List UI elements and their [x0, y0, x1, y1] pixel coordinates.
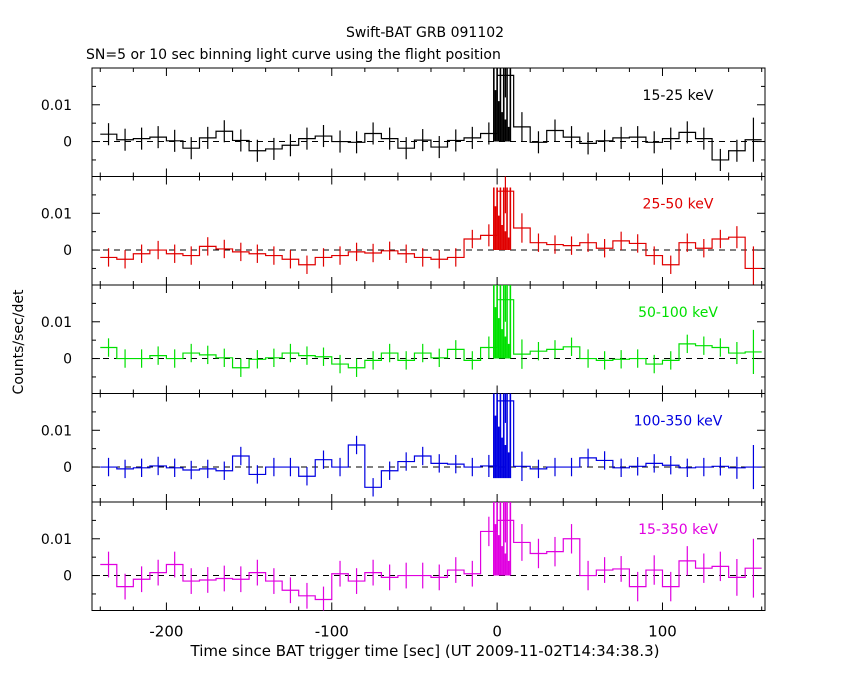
- panel-100-350-kev: 0 0.01 100-350 keV: [41, 393, 766, 503]
- burst-spike: [493, 187, 512, 251]
- series-step-line: [100, 74, 762, 161]
- burst-spike: [493, 393, 512, 479]
- y-tick-label: 0.01: [41, 98, 72, 114]
- panel-label: 50-100 keV: [638, 305, 718, 321]
- panel-25-50-kev: 0 0.01 25-50 keV: [41, 176, 766, 286]
- panel-label: 25-50 keV: [643, 197, 714, 213]
- series-step-line: [100, 400, 762, 488]
- x-tick-label: 0: [492, 623, 502, 641]
- y-tick-label: 0: [63, 569, 72, 585]
- data-group: [100, 68, 762, 171]
- x-tick-label: -200: [149, 623, 183, 641]
- x-tick-label: 100: [648, 623, 677, 641]
- x-tick-label: -100: [315, 623, 349, 641]
- chart-subtitle: SN=5 or 10 sec binning light curve using…: [86, 47, 501, 63]
- panel-label: 100-350 keV: [634, 414, 723, 430]
- data-group: [100, 502, 762, 611]
- panel-frame: [91, 501, 766, 611]
- panel-15-25-kev: 0 0.01 15-25 keV: [41, 67, 766, 177]
- burst-spike: [493, 502, 512, 576]
- panels-group: 0 0.01 15-25 keV 0 0.01 25-50 keV 0 0.01 50-100 …: [41, 67, 766, 641]
- y-tick-label: 0: [63, 135, 72, 151]
- panel-frame: [91, 176, 766, 286]
- series-step-line: [100, 519, 762, 601]
- y-tick-label: 0.01: [41, 423, 72, 439]
- chart-title: Swift-BAT GRB 091102: [346, 25, 504, 41]
- y-tick-label: 0: [63, 460, 72, 476]
- data-group: [100, 176, 762, 285]
- panel-frame: [91, 284, 766, 394]
- y-axis-label: Counts/sec/det: [11, 289, 27, 394]
- x-axis-label: Time since BAT trigger time [sec] (UT 20…: [190, 642, 660, 660]
- y-tick-label: 0.01: [41, 206, 72, 222]
- data-group: [100, 393, 762, 497]
- y-tick-label: 0.01: [41, 315, 72, 331]
- panel-frame: [91, 67, 766, 177]
- burst-spike: [493, 68, 512, 142]
- data-group: [100, 285, 762, 377]
- panel-50-100-kev: 0 0.01 50-100 keV: [41, 284, 766, 394]
- panel-label: 15-25 keV: [643, 88, 714, 104]
- burst-spike: [493, 285, 512, 359]
- series-step-line: [100, 190, 762, 270]
- y-tick-label: 0.01: [41, 532, 72, 548]
- y-tick-label: 0: [63, 243, 72, 259]
- series-step-line: [100, 299, 762, 369]
- y-tick-label: 0: [63, 352, 72, 368]
- panel-15-350-kev: 0 0.01 15-350 keV: [41, 501, 766, 611]
- panel-frame: [91, 393, 766, 503]
- panel-label: 15-350 keV: [638, 522, 718, 538]
